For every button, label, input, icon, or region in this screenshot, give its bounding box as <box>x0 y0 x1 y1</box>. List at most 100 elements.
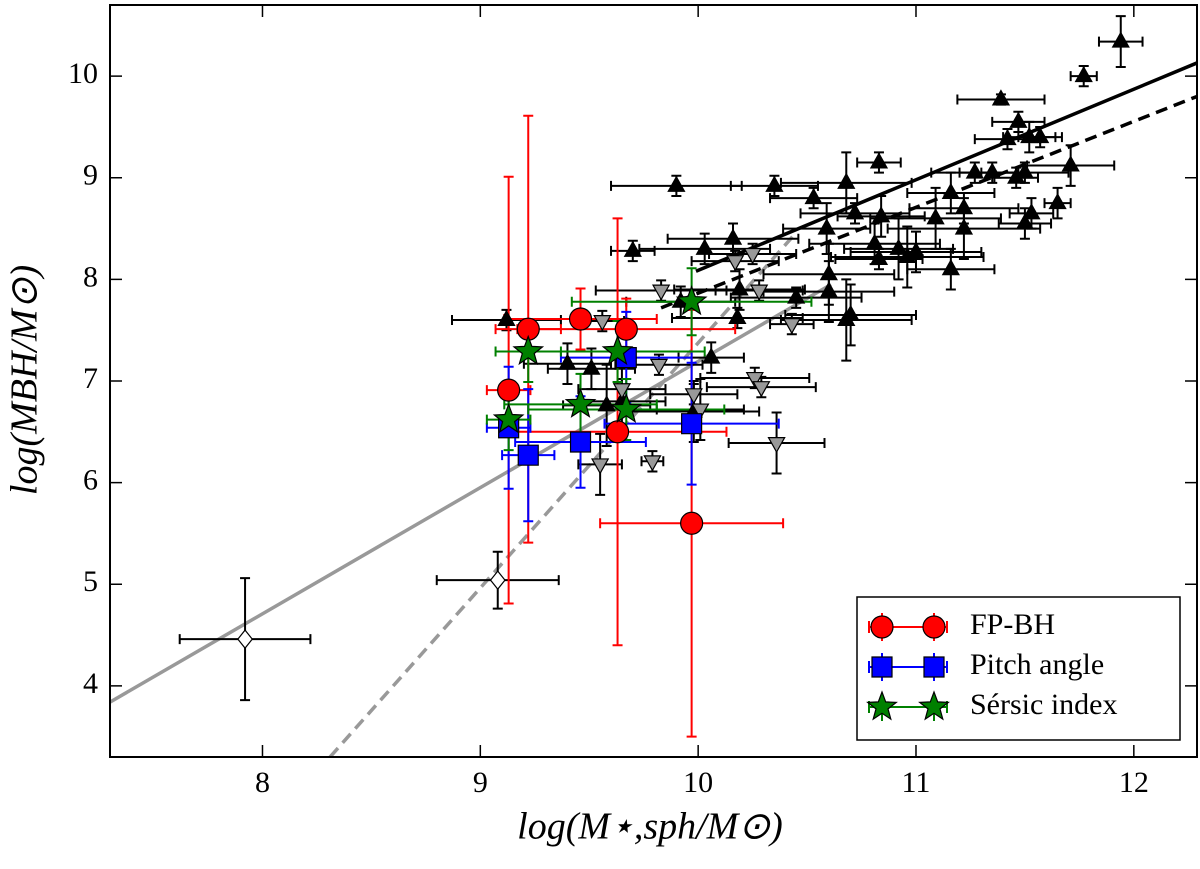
y-tick-label: 9 <box>83 159 98 192</box>
point <box>767 436 786 454</box>
point <box>723 228 743 245</box>
x-axis-label: log(M⋆,sph/M⊙) <box>517 806 783 848</box>
legend-marker <box>922 615 946 639</box>
y-tick-label: 5 <box>83 565 98 598</box>
point <box>869 248 889 266</box>
point <box>681 413 703 435</box>
y-tick-label: 10 <box>68 57 98 90</box>
point <box>726 255 745 272</box>
point <box>591 458 610 475</box>
legend-line <box>868 693 948 721</box>
point <box>614 317 638 341</box>
point <box>837 172 856 189</box>
point <box>623 240 642 257</box>
point <box>516 317 540 341</box>
point <box>489 570 506 591</box>
x-tick-label: 11 <box>902 766 931 799</box>
point <box>1020 126 1039 144</box>
point <box>998 128 1017 146</box>
point <box>1048 192 1067 210</box>
point <box>568 307 593 331</box>
plot-frame <box>109 4 1198 758</box>
point <box>651 284 671 301</box>
legend-marker <box>870 615 894 639</box>
fit-line <box>660 94 1197 310</box>
point <box>804 187 823 205</box>
y-tick-label: 7 <box>83 362 98 395</box>
point <box>745 371 764 389</box>
point <box>991 89 1011 106</box>
point <box>841 304 860 321</box>
point <box>728 307 747 324</box>
points <box>237 31 1130 650</box>
fit-line <box>328 231 798 757</box>
legend-label: FP-BH <box>970 608 1055 641</box>
point <box>819 281 838 298</box>
legend-marker <box>866 690 898 721</box>
point <box>492 402 525 434</box>
legend-marker <box>871 656 893 678</box>
y-tick-label: 8 <box>83 260 98 293</box>
legend-line <box>868 613 948 641</box>
point <box>1061 155 1080 172</box>
point <box>1009 111 1028 128</box>
point <box>941 258 960 276</box>
point <box>941 182 960 199</box>
point <box>983 162 1002 179</box>
x-tick-label: 8 <box>255 766 270 799</box>
point <box>752 381 771 398</box>
point <box>965 162 984 179</box>
point <box>695 238 714 255</box>
point <box>872 206 891 223</box>
point <box>593 315 612 332</box>
point <box>684 388 703 405</box>
point <box>605 420 630 444</box>
point <box>1015 213 1035 230</box>
x-tick-label: 10 <box>683 766 713 799</box>
point <box>612 383 632 400</box>
point <box>743 247 762 265</box>
point <box>730 279 749 296</box>
plot-area <box>110 15 1197 757</box>
point <box>601 334 634 366</box>
point <box>865 233 884 250</box>
point <box>906 241 926 258</box>
point <box>649 358 669 375</box>
point <box>675 284 708 316</box>
point <box>691 403 710 420</box>
legend-marker <box>923 656 945 678</box>
point <box>517 444 539 466</box>
point <box>954 198 974 215</box>
point <box>819 264 838 281</box>
y-tick-label: 6 <box>83 464 98 497</box>
point <box>667 175 686 192</box>
point <box>765 175 784 192</box>
y-axis-label: log(MBH/M⊙) <box>4 265 46 495</box>
point <box>597 395 616 412</box>
point <box>1022 203 1041 220</box>
point <box>702 347 721 364</box>
point <box>845 203 865 220</box>
x-tick-label: 9 <box>473 766 488 799</box>
point <box>782 318 801 335</box>
point <box>1111 31 1130 48</box>
point <box>497 309 516 327</box>
legend-box <box>856 596 1181 741</box>
point <box>569 431 592 453</box>
point <box>1015 162 1035 179</box>
legend-label: Sérsic index <box>970 688 1117 721</box>
point <box>787 287 806 304</box>
legend-line <box>868 653 948 681</box>
point <box>582 358 601 375</box>
point <box>1031 126 1050 144</box>
x-tick-label: 12 <box>1119 766 1149 799</box>
point <box>750 284 769 301</box>
point <box>512 334 545 366</box>
point <box>1074 65 1093 83</box>
legend-label: Pitch angle <box>970 648 1104 681</box>
point <box>680 511 704 535</box>
point <box>610 392 643 423</box>
point <box>954 218 974 235</box>
point <box>889 238 908 255</box>
